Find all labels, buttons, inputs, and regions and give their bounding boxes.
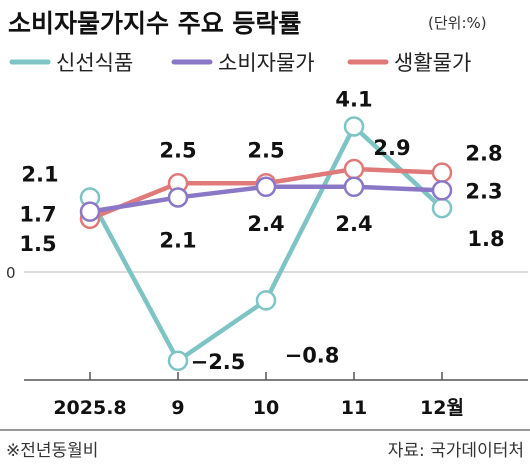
series-1-point-3	[255, 290, 277, 311]
series-2-point-3	[255, 176, 277, 198]
series-2-point-1	[79, 201, 101, 222]
data-label-s1-1: 2.1	[21, 162, 58, 186]
data-labels: 2.1 −2.5 −0.8 4.1 1.8 1.7 2.1 2.4 2.4 2.3 1.5 2.5 2.…	[19, 87, 504, 373]
data-label-s2-2: 2.1	[159, 228, 196, 252]
data-label-s3-3: 2.5	[247, 138, 284, 162]
series-2-point-4	[343, 176, 365, 198]
x-tick-label-1: 2025.8	[53, 397, 126, 419]
chart-title: 소비자물가지수 주요 등락률	[8, 9, 301, 38]
series-3-point-4	[343, 158, 365, 180]
series-1-point-4	[343, 116, 365, 137]
data-label-s1-5: 1.8	[467, 227, 504, 251]
data-label-s1-3: −0.8	[285, 343, 340, 367]
legend-label-1: 신선식품	[56, 51, 133, 75]
data-label-s1-4: 4.1	[335, 87, 372, 111]
data-label-s2-5: 2.3	[465, 179, 502, 203]
series-3-point-5	[431, 162, 453, 183]
data-label-s3-5: 2.8	[465, 142, 502, 166]
data-label-s3-4: 2.9	[373, 136, 410, 160]
x-ticks: 2025.8 9 10 11 12월	[53, 372, 464, 419]
data-label-s2-1: 1.7	[19, 203, 56, 227]
legend: 신선식품 소비자물가 생활물가	[9, 51, 471, 75]
zero-label: 0	[6, 264, 16, 282]
series-1-point-2	[167, 350, 189, 371]
series-2-point-2	[167, 187, 189, 208]
data-label-s1-2: −2.5	[191, 350, 246, 374]
x-tick-label-3: 10	[253, 397, 279, 419]
x-tick-label-5: 12월	[420, 397, 464, 419]
legend-label-2: 소비자물가	[218, 51, 315, 75]
x-tick-label-4: 11	[341, 397, 367, 419]
data-label-s3-1: 1.5	[19, 232, 56, 256]
data-label-s2-4: 2.4	[335, 212, 372, 236]
data-label-s2-3: 2.4	[247, 212, 284, 236]
unit-note: (단위:%)	[428, 14, 487, 32]
footnote: ※전년동월비	[6, 441, 98, 461]
series-1-point-5	[431, 197, 453, 219]
legend-label-3: 생활물가	[394, 51, 471, 75]
x-tick-label-2: 9	[171, 397, 184, 419]
series-2-point-5	[431, 180, 453, 201]
series-layer	[79, 116, 453, 371]
data-label-s3-2: 2.5	[159, 138, 196, 162]
source-note: 자료: 국가데이터처	[388, 441, 524, 461]
